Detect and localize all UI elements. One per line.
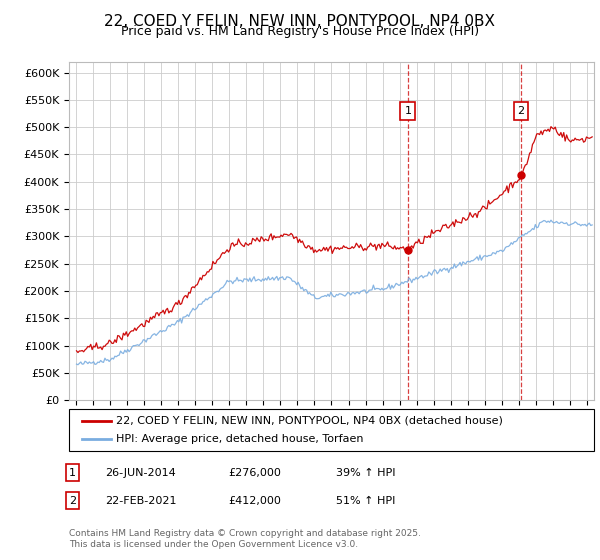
- Text: 39% ↑ HPI: 39% ↑ HPI: [336, 468, 395, 478]
- Text: £412,000: £412,000: [228, 496, 281, 506]
- Text: Contains HM Land Registry data © Crown copyright and database right 2025.
This d: Contains HM Land Registry data © Crown c…: [69, 529, 421, 549]
- Text: 51% ↑ HPI: 51% ↑ HPI: [336, 496, 395, 506]
- Text: £276,000: £276,000: [228, 468, 281, 478]
- Text: Price paid vs. HM Land Registry's House Price Index (HPI): Price paid vs. HM Land Registry's House …: [121, 25, 479, 38]
- Text: 1: 1: [404, 106, 412, 116]
- Text: 1: 1: [69, 468, 76, 478]
- FancyBboxPatch shape: [69, 409, 594, 451]
- Text: 26-JUN-2014: 26-JUN-2014: [105, 468, 176, 478]
- Text: 22, COED Y FELIN, NEW INN, PONTYPOOL, NP4 0BX (detached house): 22, COED Y FELIN, NEW INN, PONTYPOOL, NP…: [116, 416, 503, 426]
- Text: 22-FEB-2021: 22-FEB-2021: [105, 496, 176, 506]
- Text: 2: 2: [69, 496, 76, 506]
- Text: HPI: Average price, detached house, Torfaen: HPI: Average price, detached house, Torf…: [116, 434, 364, 444]
- Text: 2: 2: [517, 106, 524, 116]
- Text: 22, COED Y FELIN, NEW INN, PONTYPOOL, NP4 0BX: 22, COED Y FELIN, NEW INN, PONTYPOOL, NP…: [104, 14, 496, 29]
